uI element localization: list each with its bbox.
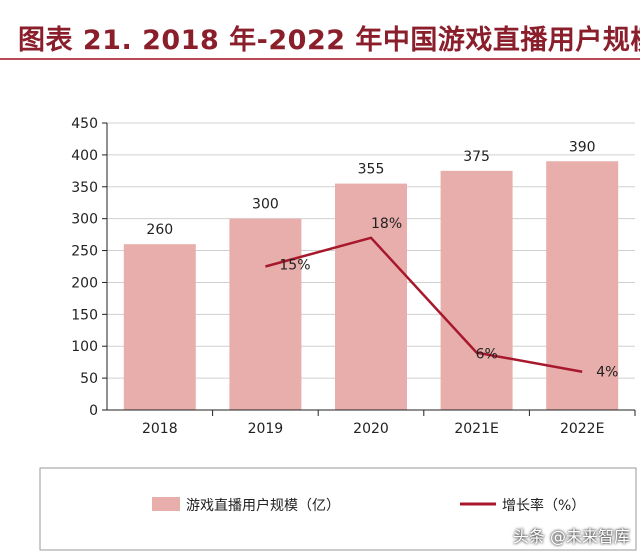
y-tick-label: 450 (71, 116, 98, 132)
watermark: 头条 @未来智库 (512, 527, 630, 546)
legend-label-line: 增长率（%） (502, 497, 585, 514)
x-tick-label: 2022E (560, 421, 604, 437)
growth-line (265, 236, 583, 373)
y-tick-label: 50 (80, 371, 98, 387)
y-tick-label: 300 (71, 212, 98, 228)
x-tick-label: 2021E (454, 421, 498, 437)
growth-label: 18% (371, 216, 402, 232)
growth-rate-line (265, 236, 583, 373)
x-tick-label: 2020 (353, 421, 389, 437)
y-tick-label: 150 (71, 307, 98, 323)
title-divider (0, 58, 640, 60)
y-tick-label: 200 (71, 275, 98, 291)
bar-2019 (229, 218, 302, 410)
x-tick-label: 2018 (142, 421, 178, 437)
bar-value-label: 260 (146, 222, 173, 238)
chart-title: 图表 21. 2018 年-2022 年中国游戏直播用户规模 (18, 25, 640, 56)
bar-2020 (335, 183, 407, 410)
bar-value-label: 375 (463, 149, 490, 165)
y-tick-label: 0 (89, 403, 98, 419)
bar-2021E (440, 170, 513, 410)
legend: 游戏直播用户规模（亿） 增长率（%） (39, 467, 637, 551)
legend-swatch-bar (152, 497, 180, 511)
y-tick-label: 250 (71, 244, 98, 260)
growth-label: 4% (596, 365, 618, 381)
legend-label-bar: 游戏直播用户规模（亿） (186, 497, 340, 514)
bars (123, 161, 619, 410)
growth-label: 6% (476, 347, 498, 363)
y-tick-label: 400 (71, 148, 98, 164)
bar-value-label: 300 (252, 197, 279, 213)
axes: 0 50 100 150 200 250 300 350 400 450 2018 2019 2020 2… (71, 116, 636, 437)
bar-2018 (123, 244, 196, 410)
bar-value-label: 355 (358, 162, 385, 178)
x-tick-label: 2019 (248, 421, 284, 437)
y-tick-label: 350 (71, 180, 98, 196)
data-labels: 260 300 355 375 390 15% 18% 6% 4% (146, 139, 618, 380)
legend-box (39, 467, 637, 551)
growth-label: 15% (279, 258, 310, 274)
y-tick-label: 100 (71, 339, 98, 355)
bar-value-label: 390 (569, 139, 596, 155)
